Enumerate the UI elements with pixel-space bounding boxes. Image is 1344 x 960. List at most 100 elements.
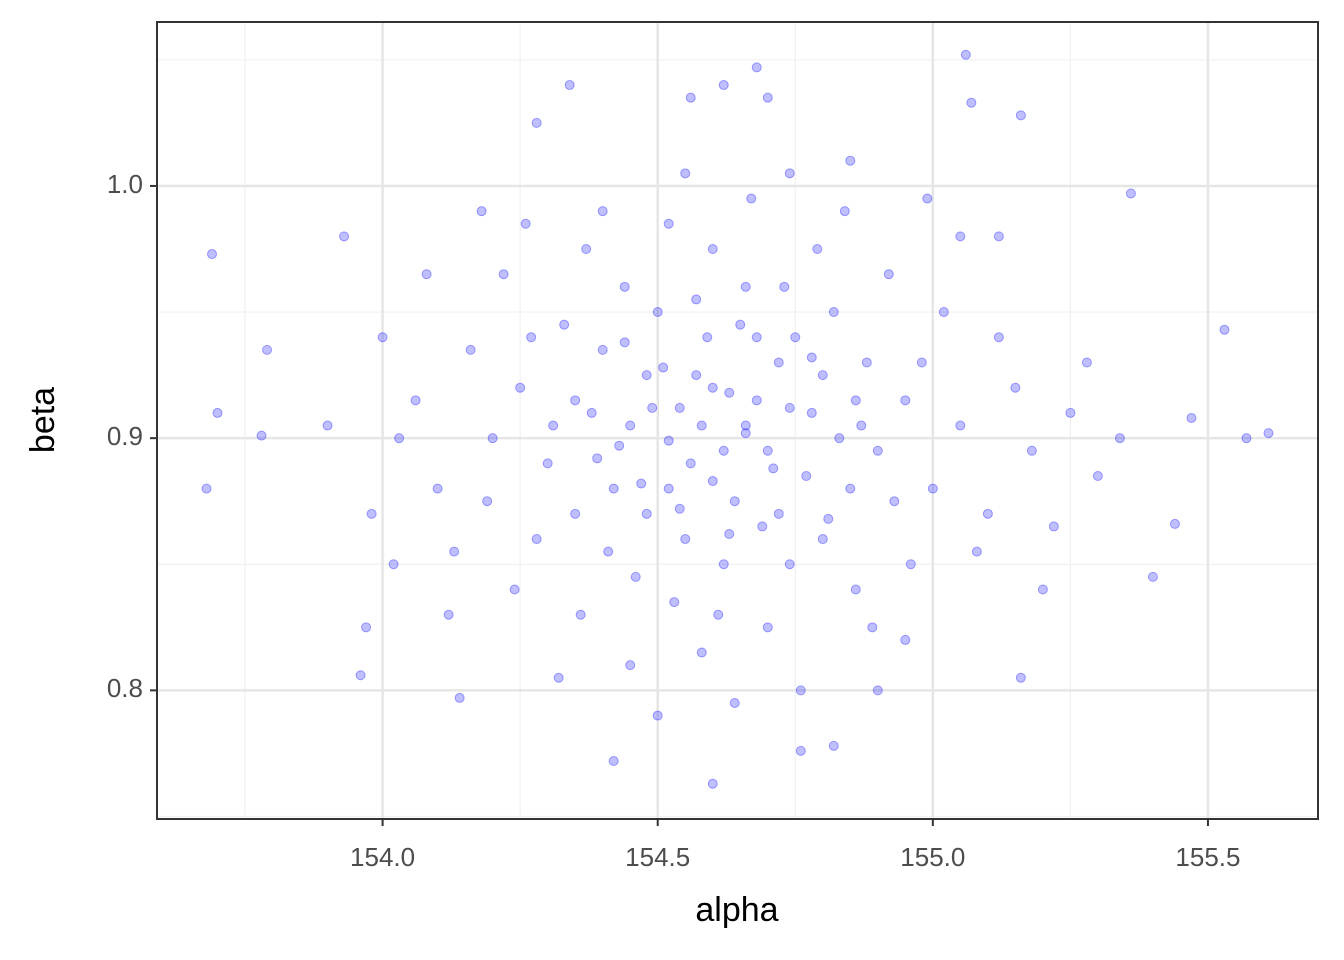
point — [702, 332, 713, 343]
point — [388, 559, 399, 570]
point — [900, 395, 911, 406]
point — [993, 332, 1004, 343]
point — [960, 49, 971, 60]
point — [669, 597, 680, 608]
y-tick-label: 1.0 — [107, 169, 143, 199]
point — [889, 496, 900, 507]
point — [779, 281, 790, 292]
point — [817, 370, 828, 381]
point — [850, 584, 861, 595]
point — [652, 710, 663, 721]
point — [762, 622, 773, 633]
point — [872, 685, 883, 696]
point — [718, 445, 729, 456]
point — [553, 672, 564, 683]
point — [212, 407, 223, 418]
point — [707, 476, 718, 487]
point — [1010, 382, 1021, 393]
point — [641, 508, 652, 519]
point — [751, 332, 762, 343]
point — [542, 458, 553, 469]
point — [377, 332, 388, 343]
point — [707, 382, 718, 393]
point — [625, 420, 636, 431]
point — [647, 402, 658, 413]
point — [900, 634, 911, 645]
point — [812, 243, 823, 254]
point — [685, 92, 696, 103]
point — [828, 307, 839, 318]
point — [674, 402, 685, 413]
point — [559, 319, 570, 330]
point — [652, 307, 663, 318]
point — [922, 193, 933, 204]
point — [762, 92, 773, 103]
point — [1015, 110, 1026, 121]
point — [691, 370, 702, 381]
point — [872, 445, 883, 456]
point — [509, 584, 520, 595]
point — [856, 420, 867, 431]
point — [768, 463, 779, 474]
point — [839, 206, 850, 217]
point — [614, 440, 625, 451]
point — [982, 508, 993, 519]
point — [201, 483, 212, 494]
point — [751, 62, 762, 73]
point — [718, 559, 729, 570]
point — [663, 218, 674, 229]
point — [773, 508, 784, 519]
point — [966, 97, 977, 108]
point — [581, 243, 592, 254]
point — [927, 483, 938, 494]
point — [795, 745, 806, 756]
y-tick-label: 0.9 — [107, 421, 143, 451]
point — [1125, 188, 1136, 199]
point — [823, 513, 834, 524]
x-tick-label: 154.5 — [625, 842, 690, 872]
x-tick-label: 154.0 — [350, 842, 415, 872]
point — [630, 571, 641, 582]
point — [817, 534, 828, 545]
plot-background — [157, 22, 1318, 819]
point — [625, 660, 636, 671]
point — [1048, 521, 1059, 532]
point — [784, 168, 795, 179]
point — [1065, 407, 1076, 418]
point — [751, 395, 762, 406]
point — [696, 647, 707, 658]
point — [498, 269, 509, 280]
point — [256, 430, 267, 441]
point — [443, 609, 454, 620]
point — [762, 445, 773, 456]
point — [515, 382, 526, 393]
point — [680, 534, 691, 545]
point — [366, 508, 377, 519]
point — [834, 433, 845, 444]
x-tick-label: 155.0 — [900, 842, 965, 872]
point — [746, 193, 757, 204]
point — [361, 622, 372, 633]
point — [1015, 672, 1026, 683]
point — [262, 344, 273, 355]
point — [680, 168, 691, 179]
point — [548, 420, 559, 431]
point — [619, 337, 630, 348]
point — [724, 387, 735, 398]
point — [608, 483, 619, 494]
point — [586, 407, 597, 418]
point — [476, 206, 487, 217]
x-tick-label: 155.5 — [1175, 842, 1240, 872]
point — [454, 692, 465, 703]
point — [564, 80, 575, 91]
point — [355, 670, 366, 681]
point — [916, 357, 927, 368]
point — [663, 483, 674, 494]
point — [1026, 445, 1037, 456]
point — [696, 420, 707, 431]
point — [592, 453, 603, 464]
point — [757, 521, 768, 532]
point — [773, 357, 784, 368]
point — [828, 740, 839, 751]
point — [955, 420, 966, 431]
